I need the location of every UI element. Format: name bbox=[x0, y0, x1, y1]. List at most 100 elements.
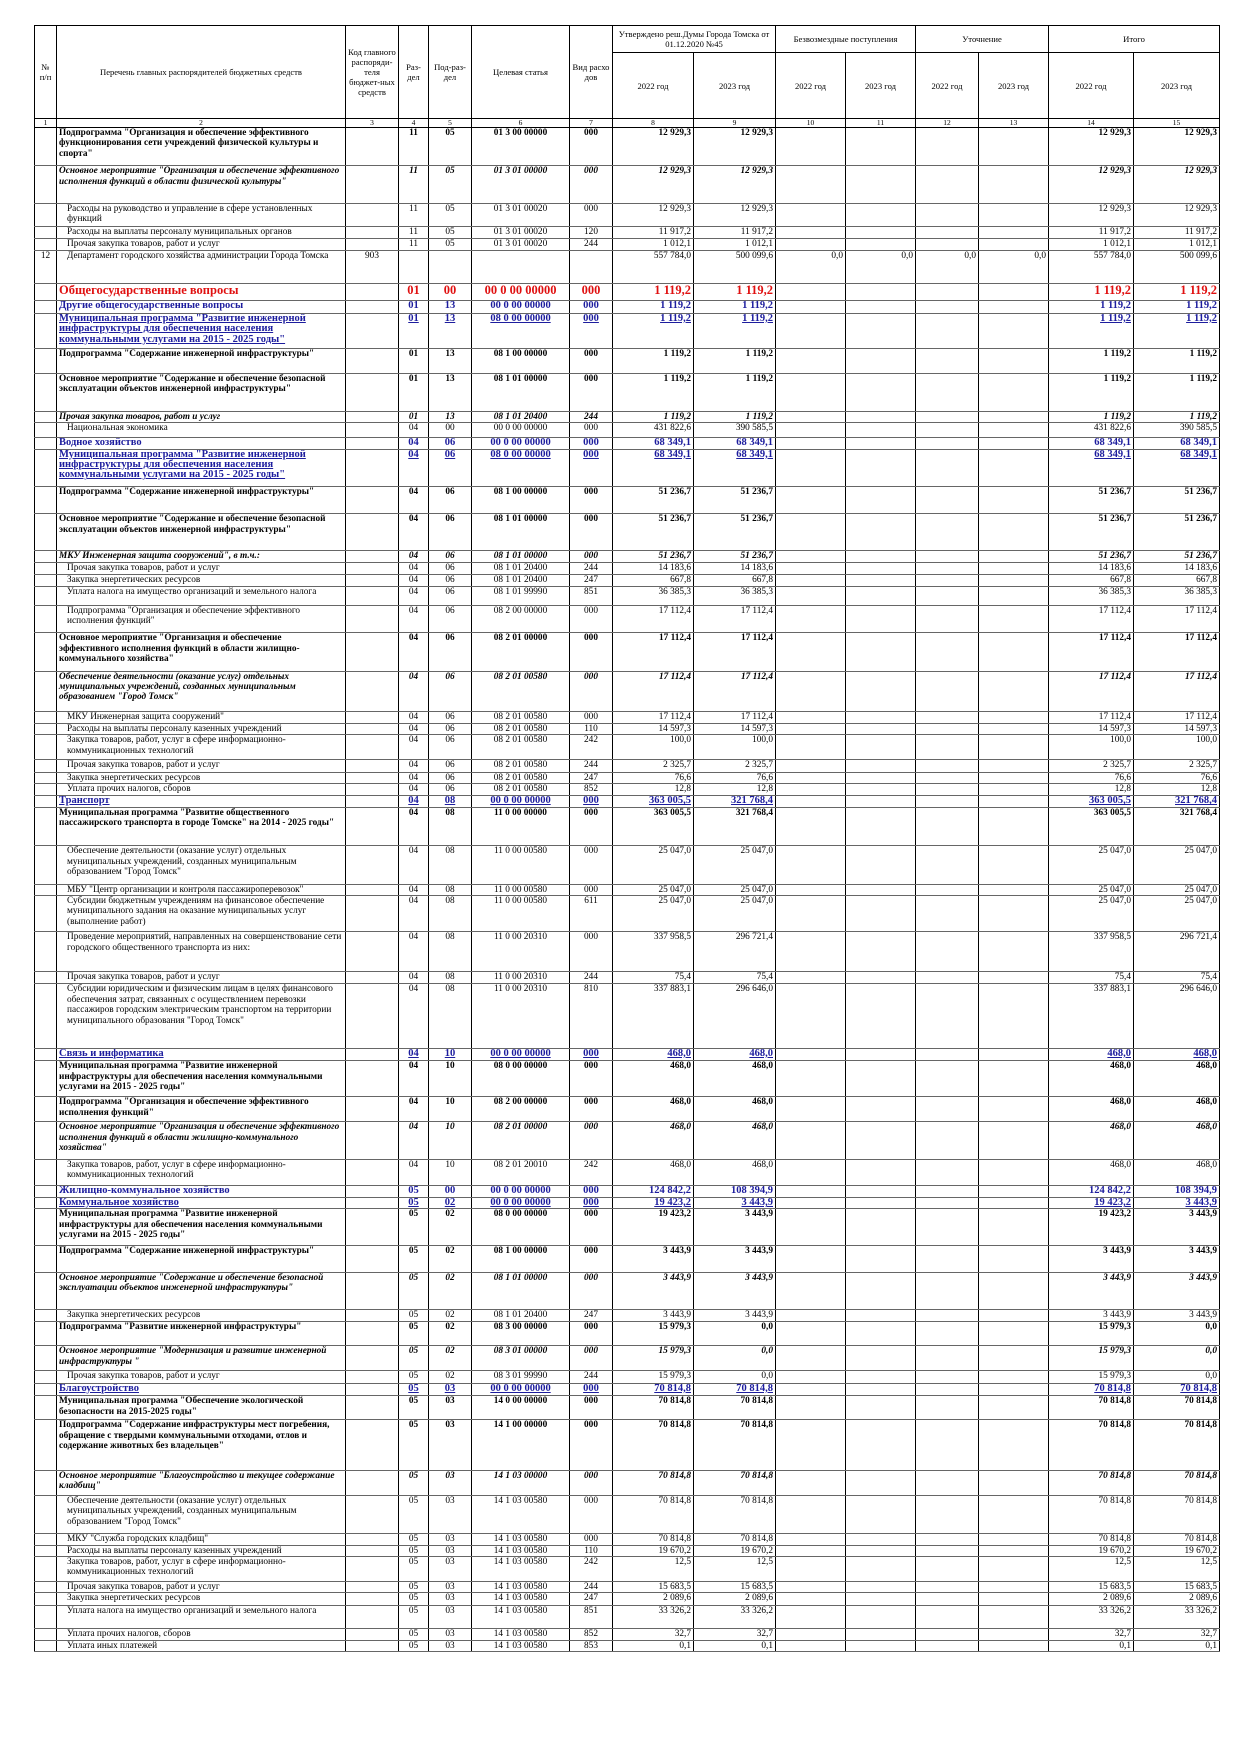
cell bbox=[34, 312, 57, 349]
cell: 244 bbox=[569, 1370, 613, 1384]
table-row: Уплата прочих налогов, сборов 04 06 08 2 01… bbox=[34, 782, 1221, 797]
cell: 19 670,2 bbox=[1132, 1544, 1221, 1558]
cell: 11 0 00 20310 bbox=[471, 970, 570, 985]
cell: 000 bbox=[569, 300, 613, 314]
cell bbox=[915, 1345, 979, 1372]
cell: 363 005,5 bbox=[1048, 806, 1134, 847]
cell: 000 bbox=[569, 372, 613, 413]
cell bbox=[978, 226, 1049, 239]
cell bbox=[978, 372, 1049, 413]
header-cell: 2023 год bbox=[1132, 52, 1221, 119]
cell bbox=[34, 1544, 57, 1558]
table-row: 12 Департамент городского хозяйства админ… bbox=[34, 250, 1221, 285]
cell: 04 bbox=[398, 561, 429, 576]
cell: 03 bbox=[428, 1639, 472, 1653]
cell: 1 119,2 bbox=[1132, 411, 1221, 424]
cell bbox=[775, 771, 846, 784]
cell: 19 423,2 bbox=[612, 1197, 694, 1210]
table-row: Основное мероприятие "Организация и обес… bbox=[34, 632, 1221, 672]
cell: 08 2 01 00580 bbox=[471, 734, 570, 761]
cell: 05 bbox=[398, 1395, 429, 1421]
cell: 14 1 03 00580 bbox=[471, 1627, 570, 1641]
cell: 337 883,1 bbox=[1048, 983, 1134, 1049]
cell: 06 bbox=[428, 722, 472, 736]
cell: 12 929,3 bbox=[1048, 202, 1134, 228]
table-row: Муниципальная программа "Развитие общест… bbox=[34, 806, 1221, 847]
cell bbox=[845, 1469, 916, 1496]
cell: 08 bbox=[428, 883, 472, 897]
cell bbox=[915, 1395, 979, 1421]
cell: 51 236,7 bbox=[1132, 513, 1221, 552]
cell: 3 443,9 bbox=[693, 1309, 776, 1322]
cell: 468,0 bbox=[612, 1158, 694, 1186]
cell bbox=[845, 1604, 916, 1629]
table-header: № п/п Перечень главных распорядителей бю… bbox=[34, 25, 1221, 128]
cell bbox=[915, 165, 979, 204]
cell: 13 bbox=[428, 300, 472, 314]
cell: 08 2 00 00000 bbox=[471, 605, 570, 634]
table-row: Закупка энергетических ресурсов 04 06 08 1 … bbox=[34, 574, 1221, 587]
cell: 08 1 00 00000 bbox=[471, 1244, 570, 1273]
cell: 12,8 bbox=[1132, 782, 1221, 797]
cell bbox=[915, 561, 979, 576]
cell: 000 bbox=[569, 1345, 613, 1372]
cell bbox=[345, 513, 399, 552]
cell bbox=[775, 931, 846, 972]
cell bbox=[775, 1060, 846, 1098]
cell: 05 bbox=[398, 1533, 429, 1546]
cell: 13 bbox=[428, 372, 472, 413]
cell bbox=[345, 983, 399, 1049]
cell: 19 670,2 bbox=[1048, 1544, 1134, 1558]
cell: 04 bbox=[398, 845, 429, 885]
cell bbox=[34, 1158, 57, 1186]
table-row: Закупка товаров, работ, услуг в сфере ин… bbox=[34, 734, 1221, 761]
cell bbox=[34, 1580, 57, 1594]
cell: 000 bbox=[569, 1419, 613, 1471]
cell: 000 bbox=[569, 845, 613, 885]
cell: 33 326,2 bbox=[1048, 1604, 1134, 1629]
cell: 11 bbox=[398, 202, 429, 228]
cell: 1 119,2 bbox=[693, 411, 776, 424]
cell bbox=[978, 283, 1049, 302]
cell: 11 0 00 00580 bbox=[471, 895, 570, 933]
cell bbox=[915, 1382, 979, 1397]
cell: 14 1 03 00580 bbox=[471, 1556, 570, 1582]
cell bbox=[775, 1309, 846, 1322]
cell: 000 bbox=[569, 1320, 613, 1347]
cell: 04 bbox=[398, 448, 429, 487]
cell: 3 443,9 bbox=[1132, 1244, 1221, 1273]
cell bbox=[775, 1370, 846, 1384]
cell: Уплата налога на имущество организаций и… bbox=[56, 1604, 346, 1629]
cell bbox=[345, 722, 399, 736]
table-row: Коммунальное хозяйство 05 02 00 0 00 00000 0… bbox=[34, 1197, 1221, 1210]
cell bbox=[345, 1627, 399, 1641]
cell: 247 bbox=[569, 574, 613, 587]
cell: Закупка энергетических ресурсов bbox=[56, 771, 346, 784]
cell bbox=[845, 202, 916, 228]
cell bbox=[978, 1419, 1049, 1471]
cell bbox=[915, 1060, 979, 1098]
cell: 08 2 01 20010 bbox=[471, 1158, 570, 1186]
cell: Подпрограмма "Содержание инженерной инфр… bbox=[56, 1244, 346, 1273]
cell bbox=[345, 1345, 399, 1372]
cell: 3 443,9 bbox=[1132, 1208, 1221, 1246]
cell: 12 929,3 bbox=[612, 126, 694, 167]
cell bbox=[978, 437, 1049, 450]
cell bbox=[345, 1158, 399, 1186]
cell bbox=[775, 759, 846, 773]
table-row: Обеспечение деятельности (оказание услуг… bbox=[34, 670, 1221, 713]
cell: 557 784,0 bbox=[612, 250, 694, 285]
cell: 68 349,1 bbox=[693, 437, 776, 450]
cell: 1 119,2 bbox=[612, 372, 694, 413]
cell bbox=[345, 782, 399, 797]
cell: 51 236,7 bbox=[693, 513, 776, 552]
cell bbox=[345, 734, 399, 761]
cell bbox=[775, 1158, 846, 1186]
cell bbox=[34, 605, 57, 634]
cell bbox=[915, 1121, 979, 1160]
cell bbox=[845, 1208, 916, 1246]
cell bbox=[34, 1592, 57, 1606]
cell bbox=[775, 605, 846, 634]
cell: 06 bbox=[428, 734, 472, 761]
cell: 05 bbox=[398, 1271, 429, 1311]
